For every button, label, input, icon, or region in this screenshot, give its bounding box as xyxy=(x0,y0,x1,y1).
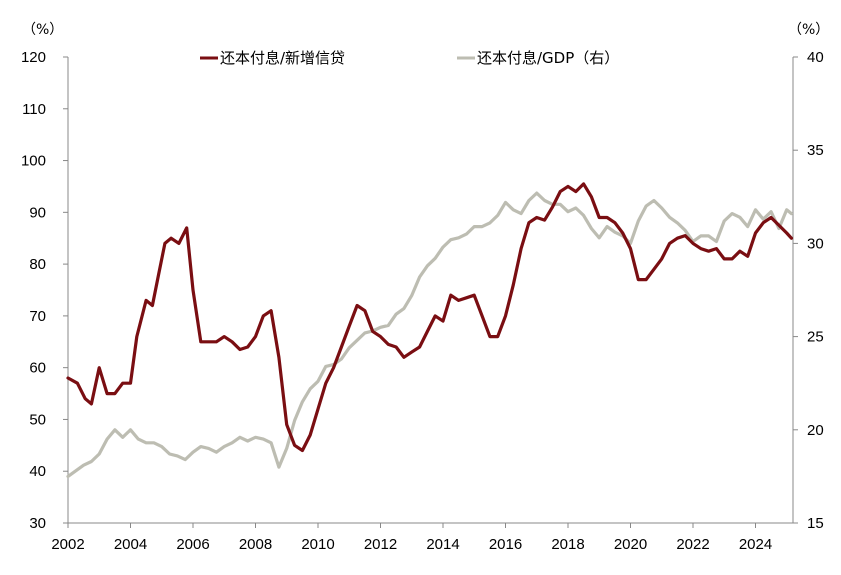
x-tick-label: 2006 xyxy=(176,536,209,553)
x-tick-label: 2002 xyxy=(51,536,84,553)
x-tick-label: 2008 xyxy=(239,536,272,553)
right-axis-unit: （%） xyxy=(788,22,829,38)
y-left-tick-label: 100 xyxy=(21,153,46,170)
y-left-tick-label: 110 xyxy=(22,101,46,118)
left-axis-unit: （%） xyxy=(22,22,63,38)
x-tick-label: 2014 xyxy=(426,536,459,553)
x-tick-label: 2016 xyxy=(489,536,522,553)
y-right-tick-label: 15 xyxy=(807,515,824,532)
series-layer xyxy=(66,182,794,478)
y-left-tick-label: 30 xyxy=(29,515,46,532)
x-tick-label: 2024 xyxy=(739,536,772,553)
y-right-tick-label: 35 xyxy=(807,142,824,159)
x-tick-label: 2004 xyxy=(114,536,147,553)
y-left-tick-label: 50 xyxy=(29,411,46,428)
x-tick-label: 2022 xyxy=(676,536,709,553)
series-line-gdp xyxy=(66,191,794,478)
y-left-tick-label: 40 xyxy=(29,463,46,480)
x-tick-label: 2018 xyxy=(551,536,584,553)
y-right-tick-label: 40 xyxy=(807,49,824,66)
y-left-tick-label: 90 xyxy=(29,204,46,221)
y-right-tick-label: 30 xyxy=(807,235,824,252)
series-line-credit xyxy=(66,182,794,453)
y-right-tick-label: 20 xyxy=(807,422,824,439)
x-tick-label: 2010 xyxy=(301,536,334,553)
axes: 30 40 50 60 70 80 90 100 110 120 15 20 25 30 35 40 2002 2… xyxy=(21,49,824,553)
y-left-tick-label: 60 xyxy=(29,360,46,377)
x-tick-label: 2012 xyxy=(364,536,397,553)
legend-label-gdp: 还本付息/GDP（右） xyxy=(477,49,619,67)
legend: 还本付息/新增信贷 还本付息/GDP（右） xyxy=(200,49,619,67)
y-left-tick-label: 120 xyxy=(21,49,46,66)
y-left-tick-label: 70 xyxy=(29,308,46,325)
legend-label-credit: 还本付息/新增信贷 xyxy=(220,49,345,67)
x-tick-label: 2020 xyxy=(614,536,647,553)
y-left-tick-label: 80 xyxy=(29,256,46,273)
y-right-tick-label: 25 xyxy=(807,329,824,346)
